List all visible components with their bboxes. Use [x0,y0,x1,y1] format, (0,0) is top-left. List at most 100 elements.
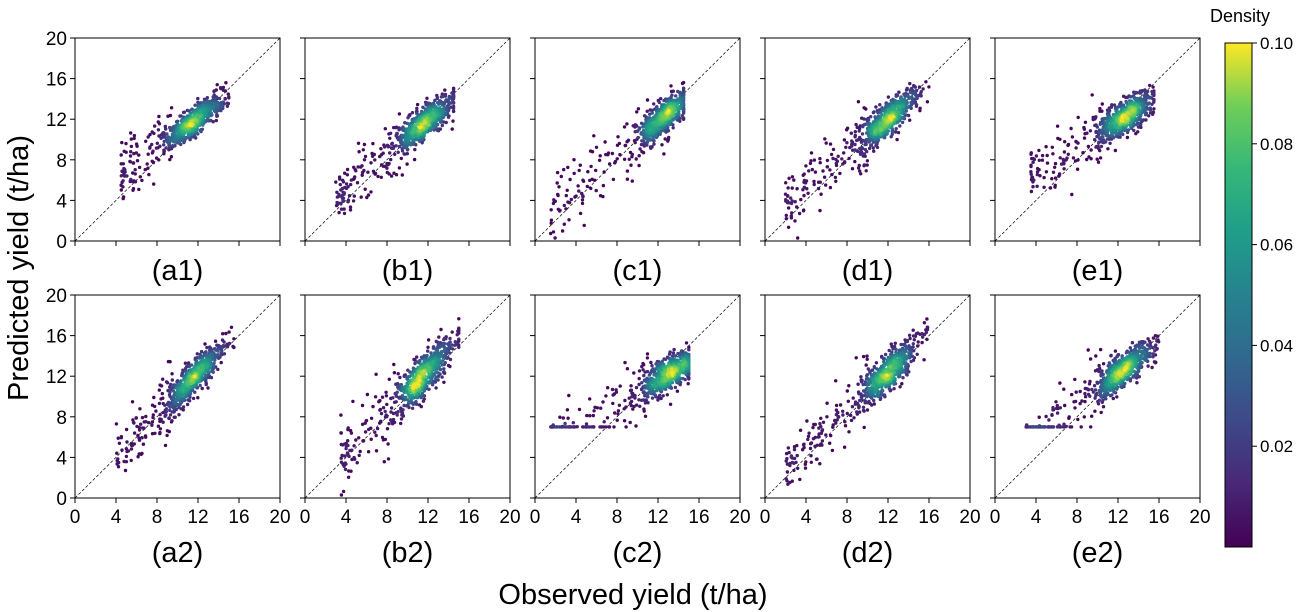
data-point [610,151,615,156]
data-point [344,444,348,448]
data-point [401,408,405,412]
data-point [201,103,205,108]
x-tick-label: 0 [70,507,81,528]
data-point [828,142,833,146]
data-point [878,103,882,107]
data-point [801,173,805,177]
data-point [1093,116,1098,120]
y-tick-label: 4 [56,191,67,212]
data-point [351,199,356,203]
data-point [352,194,356,198]
data-point [1100,102,1105,106]
data-point [399,417,404,421]
data-point [196,367,201,371]
data-point [363,187,367,191]
data-point [385,427,390,431]
data-point [124,141,128,146]
data-point [150,142,154,147]
data-point [425,96,429,101]
data-point [425,353,429,358]
data-point [1075,167,1080,171]
data-point [611,393,615,397]
data-point [555,181,559,185]
data-point [557,185,561,189]
data-point [842,138,847,142]
y-tick-label: 8 [56,408,67,429]
data-point [876,110,880,115]
data-point [894,94,898,99]
data-point [347,469,351,473]
data-point [150,420,155,424]
data-point [572,171,576,176]
data-point [1126,111,1130,115]
data-point [357,453,361,458]
data-point [890,132,894,136]
data-point [119,188,124,192]
data-point [167,416,171,420]
data-point [686,382,690,386]
data-point [374,433,378,438]
data-point [165,433,169,438]
data-point [400,394,405,398]
data-point [863,142,867,147]
data-point [143,167,147,172]
data-point [130,443,135,448]
data-point [129,177,133,182]
data-point [594,168,598,173]
data-point [793,219,797,223]
data-point [865,159,870,163]
data-point [628,420,632,425]
data-point [592,409,596,413]
panel-label: (b2) [382,537,434,569]
data-point [164,127,168,131]
data-point [219,351,223,355]
data-point [148,145,152,149]
data-point [577,168,581,173]
data-point [363,154,368,159]
data-point [566,416,570,420]
data-point [385,170,389,175]
data-point [168,413,173,417]
data-point [383,415,388,419]
data-point [384,394,389,398]
data-point [367,427,371,432]
data-point [417,403,422,407]
data-point [784,213,788,218]
data-point [629,384,633,388]
data-point [134,416,138,420]
data-point [824,183,828,187]
data-point [135,159,140,163]
data-point [853,148,857,152]
data-point [181,388,185,392]
data-point [442,345,446,349]
data-point [355,181,360,185]
data-point [418,128,422,133]
data-point [117,441,122,445]
data-point [354,169,358,173]
data-point [184,135,188,140]
data-point [390,141,394,145]
data-point [441,94,445,99]
data-point [601,183,606,188]
data-point [428,365,432,370]
data-point [591,413,595,418]
data-point [1086,144,1091,149]
data-point [889,117,893,121]
data-point [610,387,615,392]
data-point [396,150,400,154]
data-point [426,345,430,349]
data-point [163,443,168,448]
data-point [121,162,126,166]
data-point [1031,185,1035,189]
data-point [404,395,408,399]
data-point [165,429,170,433]
data-point [365,392,370,397]
data-point [450,330,454,334]
y-tick-label: 12 [46,110,67,131]
data-point [337,210,341,215]
data-point [164,146,168,150]
data-point [415,102,420,107]
data-point [366,450,371,454]
data-point [449,101,453,105]
